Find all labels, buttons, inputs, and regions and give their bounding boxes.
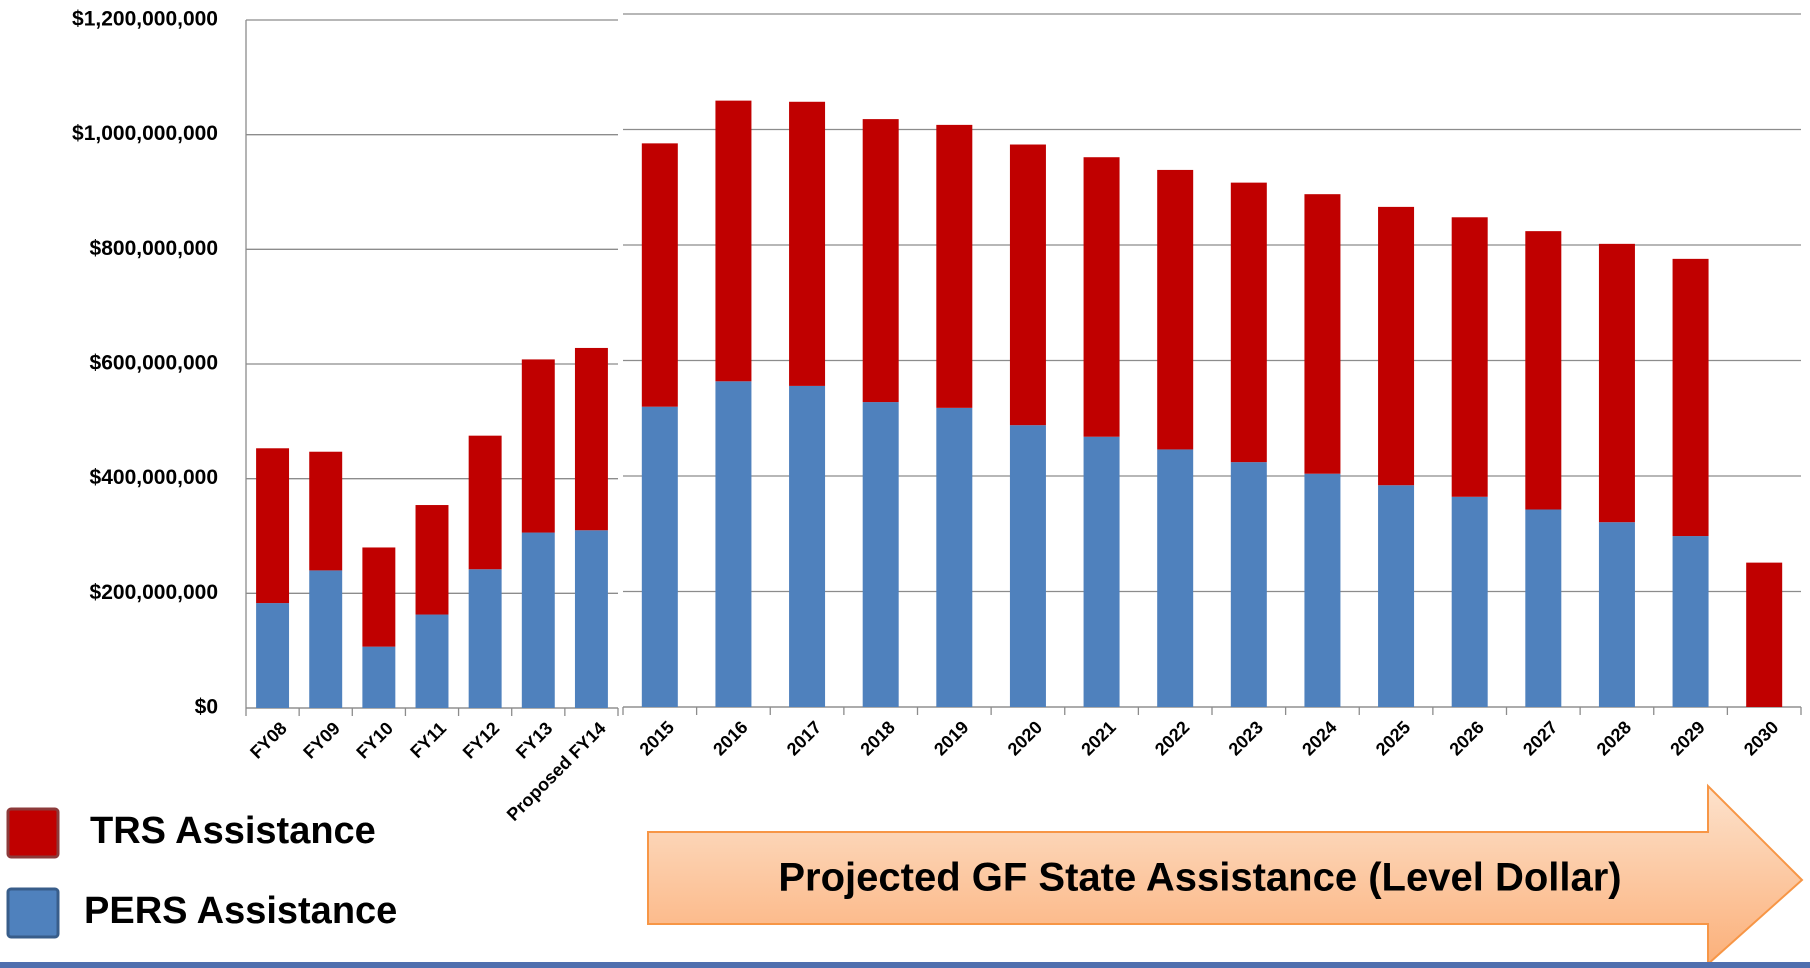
bar-segment (1378, 485, 1415, 707)
legend-label: PERS Assistance (84, 890, 397, 932)
x-tick-label: 2021 (1077, 717, 1119, 759)
bar-segment (256, 603, 290, 708)
bar-segment (256, 448, 290, 604)
x-tick-label: 2027 (1519, 717, 1561, 759)
bar-segment (1304, 194, 1341, 474)
bar-segment (1598, 522, 1635, 707)
y-tick-label: $1,000,000,000 (72, 122, 218, 145)
x-tick-label: 2019 (930, 717, 972, 759)
bar-segment (1009, 425, 1046, 707)
bar-segment (1525, 231, 1562, 510)
bar-segment (521, 359, 555, 533)
y-tick-label: $200,000,000 (90, 581, 218, 604)
y-tick-label: $800,000,000 (90, 237, 218, 260)
bar-segment (641, 406, 678, 707)
bar-segment (1304, 473, 1341, 707)
bar-segment (862, 119, 899, 403)
x-tick-label: FY13 (512, 718, 557, 763)
x-tick-label: FY10 (352, 718, 397, 763)
bar-segment (468, 569, 502, 708)
bar-segment (1672, 536, 1709, 707)
x-tick-label: FY08 (246, 718, 291, 763)
bar-segment (1157, 449, 1194, 707)
x-tick-label: 2029 (1666, 717, 1708, 759)
bar-segment (1083, 157, 1120, 437)
bar-segment (789, 101, 826, 386)
x-tick-label: 2025 (1372, 717, 1414, 759)
x-tick-label: 2022 (1151, 717, 1193, 759)
annotation: Projected GF State Assistance (Level Dol… (778, 856, 1621, 900)
x-tick-label: 2030 (1740, 717, 1782, 759)
x-tick-label: 2018 (856, 717, 898, 759)
bar-segment (1746, 562, 1783, 707)
bar-segment (415, 505, 449, 615)
bar-segment (362, 646, 396, 708)
x-tick-label: FY12 (459, 718, 504, 763)
y-tick-label: $1,200,000,000 (72, 8, 218, 31)
bar-segment (715, 100, 752, 382)
arrow-shape (647, 783, 1804, 967)
x-tick-label: 2028 (1593, 717, 1635, 759)
bar-segment (309, 451, 343, 571)
bar-segment (1598, 243, 1635, 523)
x-tick-label: 2023 (1225, 717, 1267, 759)
bar-segment (1009, 144, 1046, 426)
bar-segment (1525, 509, 1562, 707)
x-tick-label: 2026 (1445, 717, 1487, 759)
legend-swatch (6, 887, 60, 939)
bar-segment (1230, 462, 1267, 707)
bar-segment (936, 124, 973, 408)
bar-segment (715, 381, 752, 707)
bar-segment (574, 347, 608, 531)
bar-segment (362, 547, 396, 647)
x-tick-label: 2020 (1004, 717, 1046, 759)
bar-segment (1672, 258, 1709, 537)
bar-segment (1230, 182, 1267, 463)
bar-segment (415, 614, 449, 708)
bar-segment (1083, 436, 1120, 707)
bar-segment (468, 435, 502, 570)
bar-segment (641, 143, 678, 407)
bar-segment (1451, 496, 1488, 707)
x-tick-label: FY09 (299, 718, 344, 763)
x-tick-label: 2024 (1298, 717, 1340, 759)
bar-segment (574, 530, 608, 708)
x-tick-label: 2017 (783, 717, 825, 759)
bar-segment (1378, 206, 1415, 486)
x-tick-label: FY11 (406, 718, 450, 762)
y-tick-label: $400,000,000 (90, 466, 218, 489)
y-tick-label: $0 (195, 696, 218, 719)
x-tick-label: 2016 (709, 717, 751, 759)
bar-segment (521, 532, 555, 708)
footer-bar (0, 962, 1810, 968)
legend-swatch (6, 807, 60, 859)
bar-segment (862, 402, 899, 707)
bar-segment (309, 570, 343, 708)
x-tick-label: 2015 (636, 717, 678, 759)
legend-label: TRS Assistance (90, 810, 376, 852)
bar-segment (1157, 169, 1194, 450)
bar-segment (1451, 217, 1488, 497)
y-tick-label: $600,000,000 (90, 352, 218, 375)
bar-segment (789, 385, 826, 707)
x-tick-label: Proposed FY14 (503, 718, 610, 825)
bar-segment (936, 407, 973, 707)
